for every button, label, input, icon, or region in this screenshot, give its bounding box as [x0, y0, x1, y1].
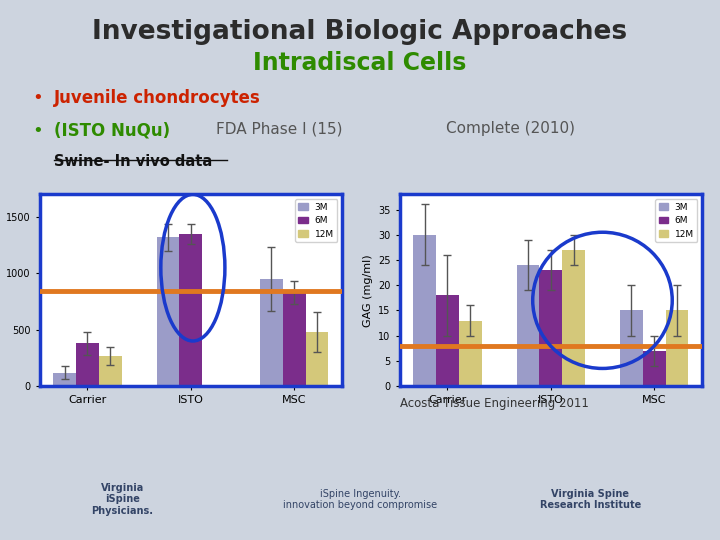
Bar — [436, 295, 459, 386]
Text: •: • — [32, 122, 43, 139]
Text: Juvenile chondrocytes: Juvenile chondrocytes — [54, 89, 261, 107]
Bar — [413, 235, 436, 386]
Bar — [179, 234, 202, 386]
Bar — [99, 356, 122, 386]
Bar — [157, 237, 179, 386]
Bar — [305, 332, 328, 386]
Bar — [283, 293, 305, 386]
Bar — [517, 265, 539, 386]
Text: Virginia
iSpine
Physicians.: Virginia iSpine Physicians. — [91, 483, 153, 516]
Bar — [643, 351, 665, 386]
Text: (ISTO NuQu): (ISTO NuQu) — [54, 122, 170, 139]
Text: Investigational Biologic Approaches: Investigational Biologic Approaches — [92, 19, 628, 45]
Bar — [620, 310, 643, 386]
Text: •: • — [32, 89, 43, 107]
Bar — [562, 250, 585, 386]
Bar — [260, 279, 283, 386]
Text: Intradiscal Cells: Intradiscal Cells — [253, 51, 467, 75]
Text: Swine- In vivo data: Swine- In vivo data — [54, 154, 212, 169]
Bar — [459, 321, 482, 386]
Bar — [539, 270, 562, 386]
Legend: 3M, 6M, 12M: 3M, 6M, 12M — [295, 199, 338, 242]
Legend: 3M, 6M, 12M: 3M, 6M, 12M — [655, 199, 698, 242]
Y-axis label: GAG (mg/ml): GAG (mg/ml) — [362, 254, 372, 327]
Bar — [665, 310, 688, 386]
Bar — [53, 373, 76, 386]
Text: FDA Phase I (15): FDA Phase I (15) — [216, 122, 343, 137]
Text: Complete (2010): Complete (2010) — [446, 122, 575, 137]
Bar — [76, 343, 99, 386]
Text: iSpine Ingenuity.
innovation beyond compromise: iSpine Ingenuity. innovation beyond comp… — [283, 489, 437, 510]
Text: Acosta Tissue Engineering 2011: Acosta Tissue Engineering 2011 — [400, 397, 588, 410]
Text: Virginia Spine
Research Institute: Virginia Spine Research Institute — [540, 489, 641, 510]
